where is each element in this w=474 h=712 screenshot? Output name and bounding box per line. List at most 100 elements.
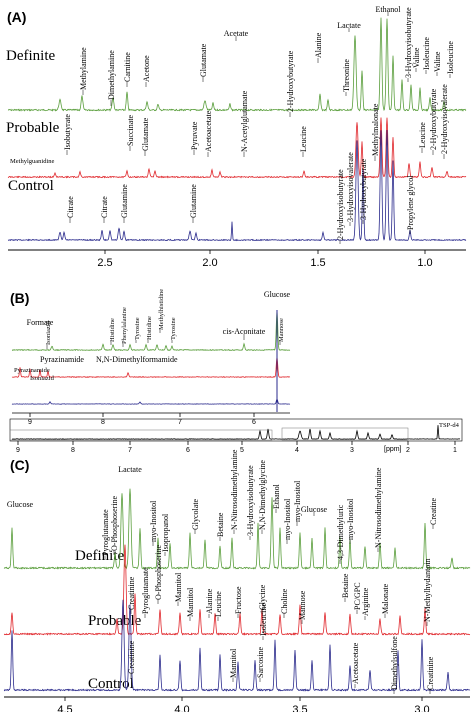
annotation-label: Ethanol (376, 5, 402, 14)
annotation-label: Glucose (264, 290, 291, 299)
panel-a-label: (A) (7, 9, 26, 25)
annotation-label: Glutamine (189, 184, 198, 218)
annotation-label: Mannose (278, 318, 285, 342)
annotation-label: O-Phosphoserine (154, 544, 163, 600)
annotation-label: Pyroglutamate (141, 567, 150, 614)
annotation-label: Glucose (7, 500, 34, 509)
spectrum-a-control (7, 129, 467, 242)
annotation-label: Isoleucine (446, 41, 455, 74)
annotation-label: 2-Hydroxybutyrate (286, 50, 295, 112)
annotation-label: Isobutyrate (63, 114, 72, 150)
annotation-label: Sarcosine (256, 646, 265, 678)
annotation-label: Glucose (301, 505, 328, 514)
annotation-label: PC/GPC (353, 582, 362, 610)
annotation-label: Leucine (214, 591, 223, 617)
annotation-label: Creatine (429, 497, 438, 525)
annotation-label: Dimethylamine (107, 50, 116, 100)
ticks-b: 9 8 7 6 (28, 413, 256, 426)
annotation-label: Betaine (216, 512, 225, 537)
spectrum-b-control (11, 398, 291, 405)
tick-label: 1.0 (417, 257, 432, 269)
annotation-label: Alanine (314, 32, 323, 58)
annotation-label: Methylamine (79, 47, 88, 90)
annotation-label: 2-Hydroxybutyrate (429, 88, 438, 150)
annotations-a: Methylamine Dimethylamine Carnitine Acetone… (10, 5, 455, 244)
tick-label: 3.5 (292, 704, 307, 712)
annotation-label: Fructose (234, 586, 243, 614)
annotation-label: Acetone (142, 55, 151, 82)
tick-label: 9 (16, 447, 20, 454)
annotation-label: Tyrosine (170, 317, 177, 340)
overview-ticks: 9 8 7 6 5 4 3 2 1 (16, 441, 457, 454)
annotation-label: Mannitol (229, 648, 238, 678)
annotation-label: Isoniazid (45, 320, 52, 345)
annotation-label: cis-Aconitate (223, 327, 266, 336)
panel-c-label: (C) (10, 457, 29, 473)
annotation-label: Threonine (342, 59, 351, 92)
annotation-label: 3-Hydroxyisobutyrate (246, 465, 255, 536)
ticks-a: 2.5 2.0 1.5 1.0 (97, 250, 433, 269)
annotation-label: Citrate (66, 196, 75, 218)
tick-label: 7 (128, 447, 132, 454)
annotation-label: 4,3-Dimethyluric (336, 504, 345, 560)
annotation-label: myo-Inositol (149, 500, 158, 542)
annotation-label: Creatinine (127, 576, 136, 610)
annotation-label: Arginine (361, 587, 370, 616)
annotation-label: Glycolate (191, 498, 200, 530)
annotation-label: Leucine (299, 126, 308, 152)
annotation-label: Citrate (100, 196, 109, 218)
annotation-label: Valine (412, 47, 421, 68)
spectrum-b-definite (12, 310, 291, 352)
spectrum-b-probable (11, 356, 291, 378)
tick-label: 5 (240, 447, 244, 454)
annotation-label: Histidine (109, 318, 116, 342)
annotation-label: Ethanol (272, 483, 281, 509)
annotation-label: 3-Hydroxyisovalerate (346, 152, 355, 222)
tick-label: 2.5 (97, 257, 112, 269)
tick-label: 4.5 (57, 704, 72, 712)
annotation-label: Mannitol (186, 587, 195, 617)
legend-control: Control (8, 178, 54, 194)
spectrum-c-control (3, 599, 471, 692)
annotation-label: Isoleucine (259, 603, 268, 636)
spectrum-c-definite (3, 488, 471, 570)
annotation-label: Pyroglutamate (101, 509, 110, 556)
tick-label: 6 (186, 447, 190, 454)
annotation-label: Glutamate (199, 43, 208, 77)
annotation-label: N-Acetylglutamate (240, 90, 249, 152)
annotation-label: Propylene glycol (406, 175, 415, 230)
legend-probable: Probable (6, 120, 60, 136)
annotation-label: Formate (27, 318, 54, 327)
annotation-label: Alanine (205, 588, 214, 614)
annotation-label: Leucine (418, 122, 427, 148)
spectrum-a-definite (7, 17, 467, 112)
annotation-label: N-Nitrosodimethylamine (230, 449, 239, 530)
tick-label: 8 (101, 419, 105, 426)
spectrum-a-probable (7, 117, 467, 179)
annotation-label: Lactate (118, 465, 142, 474)
annotation-label: Tyrosine (134, 317, 141, 340)
overview-zoom-box-2 (281, 427, 409, 441)
annotation-label: Lactate (337, 21, 361, 30)
annotation-label: myo-Inositol (346, 498, 355, 540)
ticks-c: 4.5 4.0 3.5 3.0 (57, 697, 430, 712)
annotation-label: Phenylalanine (121, 307, 128, 344)
annotation-label: Glutamate (141, 117, 150, 151)
legend-c-definite: Definite (75, 548, 124, 564)
tick-label: 2.0 (202, 257, 217, 269)
annotation-label: 2-Hydroxyisobutyrate (336, 169, 345, 240)
annotation-label: Pyrazinamide (40, 355, 84, 364)
spectrum-c-probable (3, 544, 471, 636)
tick-label: 9 (28, 419, 32, 426)
tick-label: 4.0 (174, 704, 189, 712)
annotation-label: Pyrazinamide (14, 367, 50, 374)
legend-definite: Definite (6, 48, 55, 64)
annotation-label: Creatinine (426, 656, 435, 690)
annotation-label: Betaine (341, 573, 350, 598)
annotation-label: myo-Inositol (293, 480, 302, 522)
annotation-label: 2-Hydroxyisovalerate (440, 84, 449, 154)
tick-label: 8 (71, 447, 75, 454)
